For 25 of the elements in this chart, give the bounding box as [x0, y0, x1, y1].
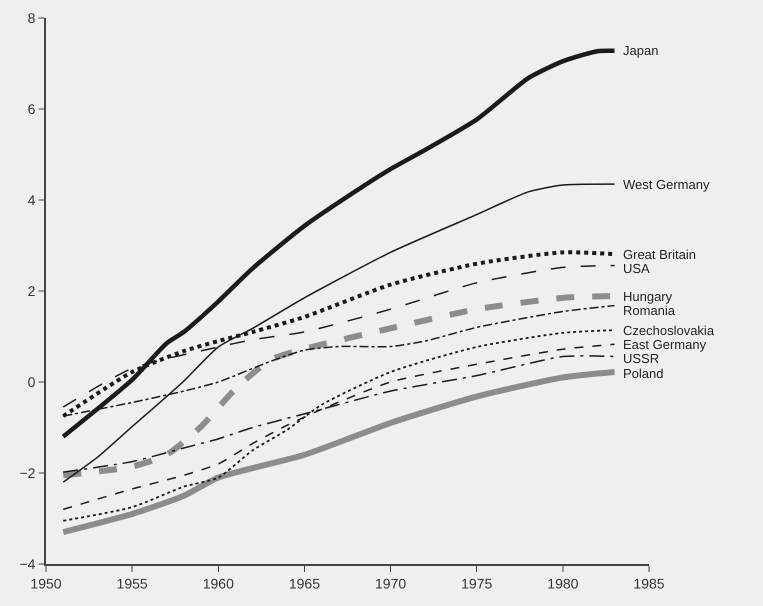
series-label: Great Britain [623, 247, 696, 262]
x-tick-label: 1985 [633, 576, 665, 592]
y-tick-label: 0 [28, 374, 36, 390]
x-tick-label: 1975 [461, 576, 492, 592]
x-tick-label: 1955 [116, 576, 148, 592]
y-tick-label: −4 [19, 556, 36, 572]
y-tick-label: 2 [28, 282, 36, 299]
y-tick-label: 6 [28, 100, 36, 117]
series-label: USSR [623, 351, 660, 366]
y-tick-label: 8 [28, 10, 36, 26]
series-label: Hungary [623, 289, 673, 304]
x-tick-label: 1950 [30, 576, 62, 592]
series-label: Japan [623, 43, 658, 58]
x-tick-label: 1970 [374, 576, 406, 592]
series-label: Czechoslovakia [623, 323, 715, 338]
series-label: Poland [623, 366, 664, 381]
series-label: USA [623, 261, 650, 276]
x-tick-label: 1980 [547, 576, 579, 592]
series-label: Romania [623, 303, 676, 318]
x-tick-label: 1960 [202, 576, 234, 592]
series-label: East Germany [623, 337, 707, 352]
x-tick-label: 1965 [288, 576, 320, 592]
y-tick-label: −2 [19, 464, 36, 481]
series-label: West Germany [623, 177, 710, 192]
y-tick-label: 4 [28, 192, 36, 208]
